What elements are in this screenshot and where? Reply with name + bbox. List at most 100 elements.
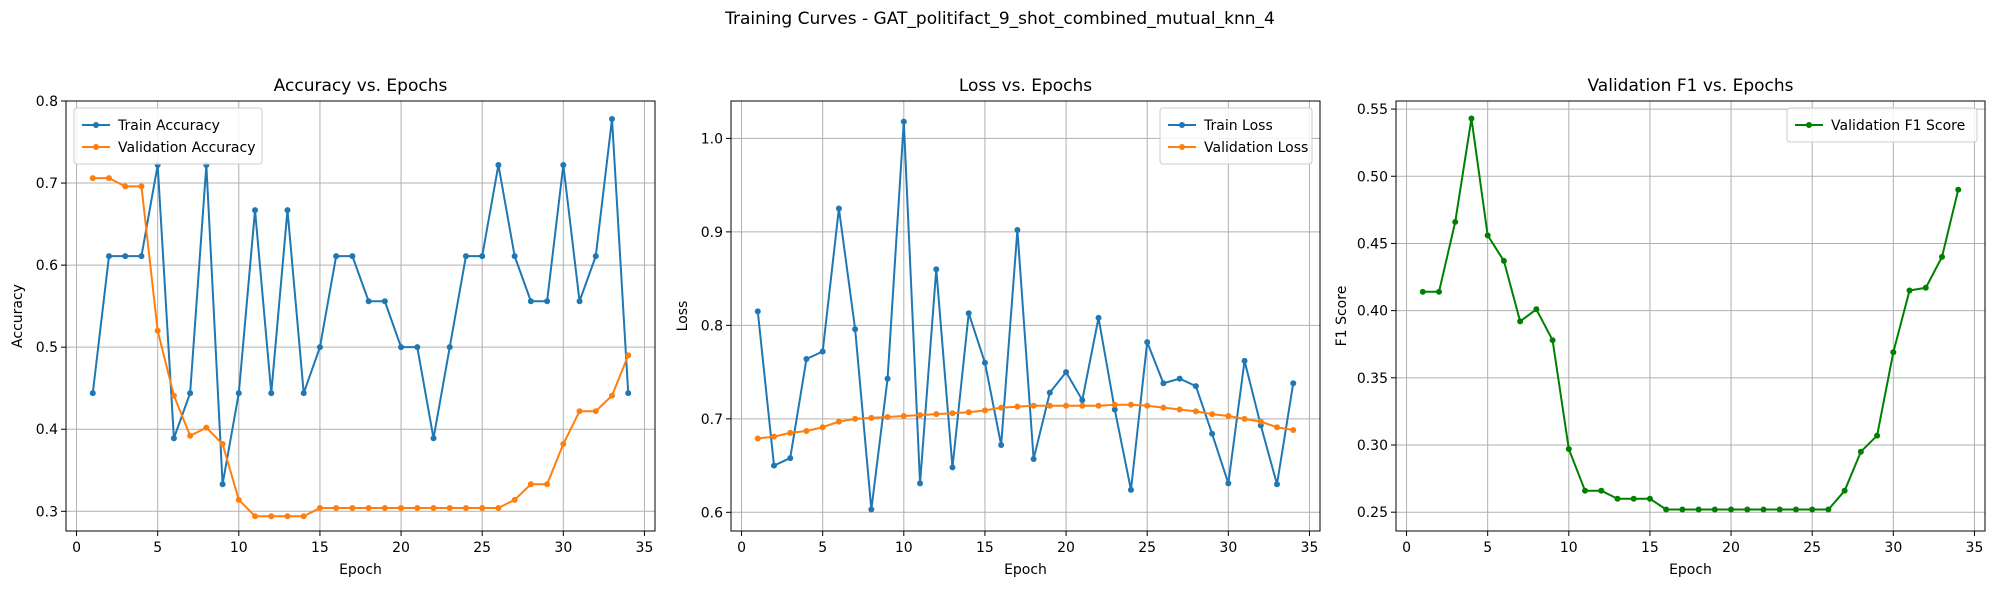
data-point — [1290, 427, 1297, 434]
data-point — [933, 411, 940, 418]
data-point — [1160, 380, 1167, 387]
data-point — [414, 344, 421, 351]
x-tick-label: 5 — [153, 540, 162, 556]
series-line — [92, 177, 630, 518]
data-point — [365, 505, 372, 512]
x-tick-label: 25 — [1803, 540, 1821, 556]
data-point — [381, 298, 388, 305]
data-point — [333, 253, 340, 260]
y-tick-label: 0.40 — [1357, 304, 1388, 320]
data-point — [754, 435, 761, 442]
data-point — [1500, 257, 1507, 264]
data-point — [625, 390, 632, 397]
data-point — [1127, 486, 1134, 493]
data-point — [787, 429, 794, 436]
data-point — [89, 175, 96, 182]
data-point — [170, 435, 177, 442]
data-point — [835, 418, 842, 425]
data-point — [1079, 402, 1086, 409]
x-tick-label: 20 — [392, 540, 410, 556]
data-point — [462, 505, 469, 512]
data-point — [560, 441, 567, 448]
data-point — [1939, 253, 1946, 260]
data-point — [1111, 406, 1118, 413]
data-point — [1257, 418, 1264, 425]
y-tick-label: 0.6 — [36, 258, 58, 274]
data-point — [430, 435, 437, 442]
y-axis-label: F1 Score — [1334, 286, 1350, 347]
data-point — [105, 175, 112, 182]
data-point — [381, 505, 388, 512]
legend-box — [1159, 107, 1313, 165]
data-point — [1030, 402, 1037, 409]
data-point — [138, 183, 145, 190]
x-tick-label: 20 — [1722, 540, 1740, 556]
data-point — [787, 455, 794, 462]
data-point — [187, 390, 194, 397]
y-axis-label: Loss — [675, 301, 691, 332]
data-point — [1063, 402, 1070, 409]
x-tick-label: 10 — [1560, 540, 1578, 556]
data-point — [544, 481, 551, 488]
data-point — [998, 404, 1005, 411]
x-tick-label: 10 — [230, 540, 248, 556]
data-point — [835, 205, 842, 212]
data-point — [754, 308, 761, 315]
data-point — [576, 298, 583, 305]
data-point — [1906, 287, 1913, 294]
data-point — [203, 424, 210, 431]
data-point — [284, 513, 291, 520]
data-point — [138, 253, 145, 260]
data-point — [430, 505, 437, 512]
data-point — [154, 327, 161, 334]
data-point — [89, 390, 96, 397]
data-point — [333, 505, 340, 512]
data-point — [1419, 288, 1426, 295]
x-tick-label: 25 — [1138, 540, 1156, 556]
x-tick-label: 20 — [1057, 540, 1075, 556]
data-point — [1192, 408, 1199, 415]
data-point — [1565, 446, 1572, 453]
data-point — [398, 505, 405, 512]
data-point — [1435, 288, 1442, 295]
data-point — [1857, 448, 1864, 455]
y-tick-label: 0.55 — [1357, 102, 1388, 118]
y-tick-label: 0.50 — [1357, 169, 1388, 185]
data-point — [1646, 495, 1653, 502]
figure-title: Training Curves - GAT_politifact_9_shot_… — [725, 9, 1275, 29]
data-point — [1663, 506, 1670, 513]
data-point — [1144, 402, 1151, 409]
data-point — [1241, 415, 1248, 422]
x-tick-label: 35 — [1301, 540, 1319, 556]
data-point — [1825, 506, 1832, 513]
data-point — [560, 162, 567, 169]
legend: Train Accuracy Validation Accuracy — [73, 107, 263, 165]
data-point — [1630, 495, 1637, 502]
data-point — [1792, 506, 1799, 513]
data-point — [252, 207, 259, 214]
data-point — [300, 390, 307, 397]
data-point — [981, 359, 988, 366]
chart-title: Loss vs. Epochs — [959, 76, 1092, 96]
data-point — [122, 253, 129, 260]
y-tick-label: 0.7 — [36, 176, 58, 192]
data-point — [803, 356, 810, 362]
data-point — [219, 481, 226, 488]
x-axis-label: Epoch — [1004, 562, 1047, 578]
data-point — [414, 505, 421, 512]
data-point — [1176, 375, 1183, 382]
y-tick-label: 0.7 — [701, 412, 723, 428]
data-point — [1468, 115, 1475, 122]
data-point — [1760, 506, 1767, 513]
x-tick-label: 5 — [818, 540, 827, 556]
y-tick-label: 0.8 — [36, 94, 58, 110]
x-tick-label: 5 — [1483, 540, 1492, 556]
data-point — [770, 433, 777, 440]
data-point — [235, 496, 242, 503]
data-point — [625, 352, 632, 359]
data-point — [1695, 506, 1702, 513]
data-point — [1679, 506, 1686, 513]
x-tick-label: 0 — [72, 540, 81, 556]
data-point — [349, 505, 356, 512]
